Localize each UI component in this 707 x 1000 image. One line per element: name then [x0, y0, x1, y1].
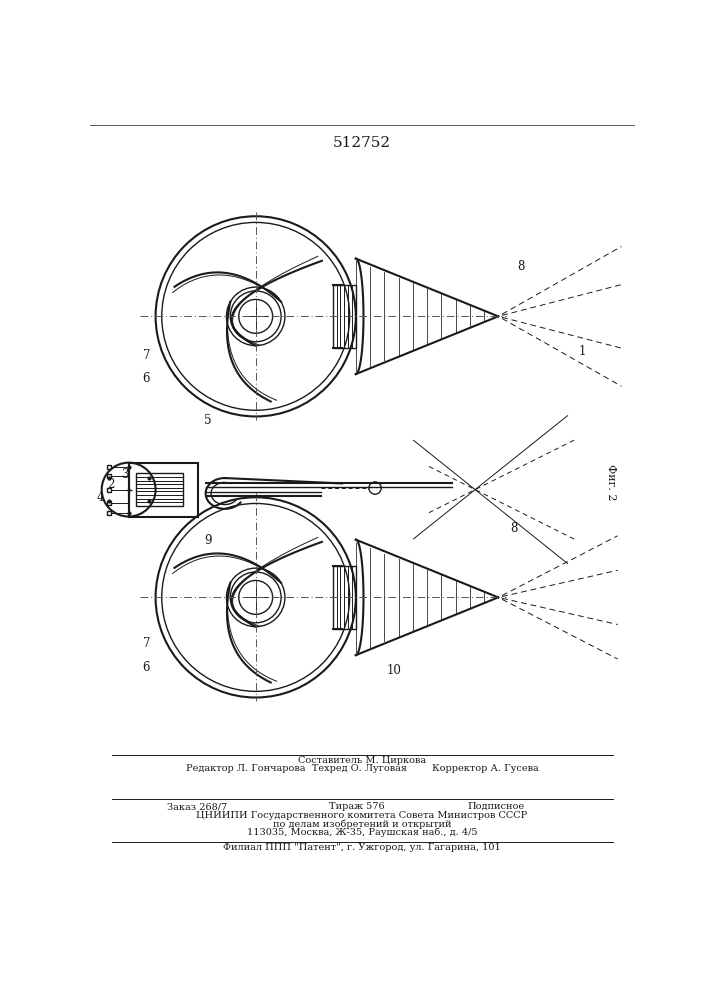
Text: ЦНИИПИ Государственного комитета Совета Министров СССР: ЦНИИПИ Государственного комитета Совета …: [197, 811, 527, 820]
Text: по делам изобретений и открытий: по делам изобретений и открытий: [273, 819, 451, 829]
Text: Тираж 576: Тираж 576: [329, 802, 385, 811]
Text: Заказ 268/7: Заказ 268/7: [167, 802, 228, 811]
Text: 6: 6: [143, 661, 150, 674]
Text: Фиг. 2: Фиг. 2: [606, 464, 616, 500]
Text: 8: 8: [518, 260, 525, 273]
Text: 6: 6: [143, 372, 150, 385]
Text: 512752: 512752: [333, 136, 391, 150]
Text: 1: 1: [579, 345, 587, 358]
Text: Подписное: Подписное: [467, 802, 525, 811]
Bar: [333, 566, 356, 629]
Text: Филиал ППП "Патент", г. Ужгород, ул. Гагарина, 101: Филиал ППП "Патент", г. Ужгород, ул. Гаг…: [223, 843, 501, 852]
Text: 7: 7: [143, 349, 150, 362]
Text: 4: 4: [96, 491, 104, 504]
Bar: [136, 473, 182, 506]
Text: 2: 2: [107, 478, 115, 491]
Text: Редактор Л. Гончарова  Техред О. Луговая        Корректор А. Гусева: Редактор Л. Гончарова Техред О. Луговая …: [185, 764, 538, 773]
Text: 10: 10: [387, 664, 402, 677]
Text: 8: 8: [510, 522, 517, 535]
Text: Составитель М. Циркова: Составитель М. Циркова: [298, 756, 426, 765]
Text: 9: 9: [204, 534, 211, 546]
Bar: [333, 285, 356, 348]
Text: 5: 5: [204, 414, 211, 427]
Text: 7: 7: [143, 637, 150, 650]
Bar: [129, 463, 198, 517]
Text: 3: 3: [121, 468, 129, 481]
Text: 113035, Москва, Ж-35, Раушская наб., д. 4/5: 113035, Москва, Ж-35, Раушская наб., д. …: [247, 828, 477, 837]
